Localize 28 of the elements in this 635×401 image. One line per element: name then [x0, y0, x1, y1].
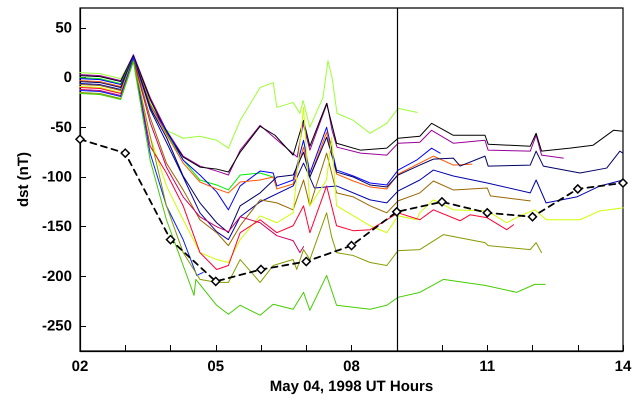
point: [211, 276, 220, 286]
point: [437, 197, 447, 207]
x-tick-label: 05: [207, 358, 224, 375]
point: [346, 240, 356, 250]
point: [256, 264, 266, 274]
point: [482, 208, 492, 218]
y-tick-label: -250: [42, 318, 72, 335]
x-axis-title: May 04, 1998 UT Hours: [270, 378, 434, 395]
x-tick-label: 11: [479, 358, 496, 375]
point: [528, 212, 538, 222]
point: [166, 234, 176, 244]
x-tick-label: 02: [72, 358, 88, 375]
y-tick-label: -150: [42, 218, 72, 236]
point: [75, 134, 85, 144]
x-tick-label: 08: [343, 358, 360, 375]
y-tick-label: 0: [64, 69, 72, 86]
point: [392, 207, 402, 217]
line-series: [80, 57, 204, 276]
y-tick-label: -100: [42, 168, 72, 186]
y-tick-label: 50: [55, 19, 72, 36]
point: [618, 178, 628, 188]
point: [573, 184, 582, 194]
point: [302, 256, 311, 266]
y-tick-label: -50: [50, 118, 72, 136]
y-tick-label: -200: [42, 268, 72, 285]
y-axis-title: dst (nT): [15, 152, 32, 207]
point: [120, 148, 130, 158]
x-tick-label: 14: [614, 358, 632, 375]
